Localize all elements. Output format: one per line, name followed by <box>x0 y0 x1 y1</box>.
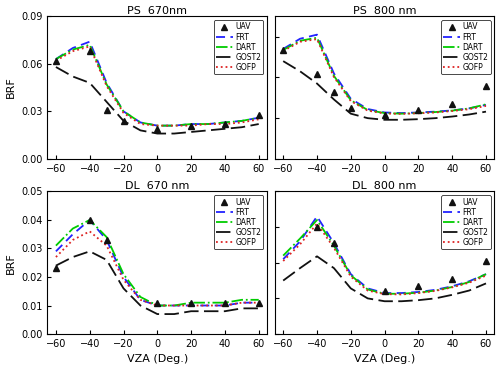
X-axis label: VZA (Deg.): VZA (Deg.) <box>126 354 188 364</box>
Legend: UAV, FRT, DART, GOST2, GOFP: UAV, FRT, DART, GOST2, GOFP <box>441 195 490 249</box>
Y-axis label: BRF: BRF <box>6 77 16 98</box>
Title: PS  800 nm: PS 800 nm <box>353 6 416 16</box>
Title: PS  670nm: PS 670nm <box>128 6 188 16</box>
Y-axis label: BRF: BRF <box>6 252 16 274</box>
Title: DL  800 nm: DL 800 nm <box>352 181 417 191</box>
Title: DL  670 nm: DL 670 nm <box>125 181 190 191</box>
X-axis label: VZA (Deg.): VZA (Deg.) <box>354 354 415 364</box>
Legend: UAV, FRT, DART, GOST2, GOFP: UAV, FRT, DART, GOST2, GOFP <box>214 195 264 249</box>
Legend: UAV, FRT, DART, GOST2, GOFP: UAV, FRT, DART, GOST2, GOFP <box>214 20 264 74</box>
Legend: UAV, FRT, DART, GOST2, GOFP: UAV, FRT, DART, GOST2, GOFP <box>441 20 490 74</box>
